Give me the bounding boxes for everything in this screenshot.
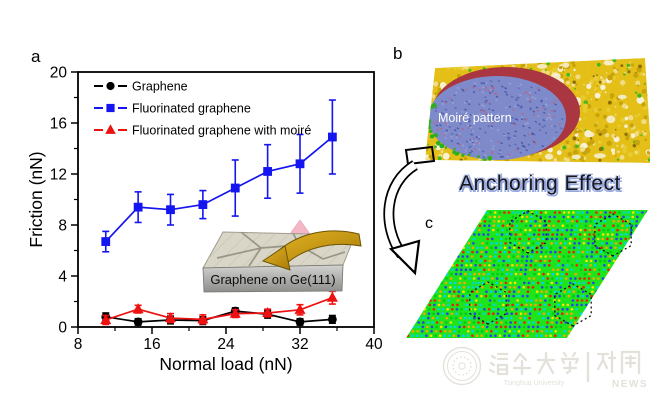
x-axis-title: Normal load (nN) bbox=[159, 354, 292, 374]
afm-surface-render bbox=[425, 58, 650, 163]
sweep-arrow-icon bbox=[261, 230, 362, 271]
legend-entry: Graphene bbox=[94, 80, 188, 94]
legend-entry: Fluorinated graphene with moiré bbox=[94, 124, 311, 138]
zoom-region-marker bbox=[404, 145, 436, 166]
svg-text:Fluorinated graphene: Fluorinated graphene bbox=[132, 102, 251, 116]
svg-text:20: 20 bbox=[50, 65, 68, 82]
tsinghua-en-label: Tsinghua University bbox=[504, 380, 565, 387]
curved-pointer-arrow-icon bbox=[383, 160, 421, 276]
svg-text:0: 0 bbox=[58, 320, 67, 337]
afm-3d-image: Moiré pattern bbox=[404, 58, 650, 166]
svg-text:32: 32 bbox=[291, 336, 308, 353]
y-axis-title: Friction (nN) bbox=[26, 151, 46, 247]
anchoring-effect-text: Anchoring Effect bbox=[459, 172, 621, 195]
svg-text:16: 16 bbox=[143, 336, 160, 353]
series-square bbox=[101, 99, 337, 253]
svg-text:8: 8 bbox=[74, 336, 83, 353]
panel-c-label: c bbox=[425, 215, 433, 232]
atomic-lattice bbox=[406, 210, 648, 338]
news-cn-wordmark bbox=[596, 350, 641, 375]
moire-lattice-image bbox=[406, 210, 648, 338]
panel-b-label: b bbox=[393, 44, 403, 63]
svg-text:12: 12 bbox=[50, 167, 67, 184]
slab-front-face bbox=[202, 264, 344, 293]
tsinghua-news-watermark: Tsinghua University NEWS bbox=[442, 346, 648, 390]
friction-vs-load-chart: 8 16 24 32 40 0 4 8 12 16 20 Normal load (nN) Fricti… bbox=[26, 65, 383, 375]
svg-text:8: 8 bbox=[58, 218, 67, 235]
svg-text:Graphene: Graphene bbox=[132, 80, 188, 94]
panel-a-label: a bbox=[31, 47, 41, 66]
inset-caption: Graphene on Ge(111) bbox=[210, 272, 335, 287]
moire-hexagon-outlines bbox=[469, 210, 632, 327]
svg-text:16: 16 bbox=[50, 116, 67, 133]
series-triangle bbox=[100, 290, 338, 326]
moire-pattern-caption: Moiré pattern bbox=[438, 111, 512, 125]
svg-text:40: 40 bbox=[365, 336, 383, 353]
svg-text:4: 4 bbox=[58, 269, 67, 286]
svg-text:24: 24 bbox=[217, 336, 235, 353]
tsinghua-cn-wordmark bbox=[488, 351, 580, 376]
svg-text:Fluorinated graphene with moir: Fluorinated graphene with moiré bbox=[132, 124, 311, 138]
news-en-label: NEWS bbox=[612, 379, 648, 390]
graphene-on-ge-inset-image: Graphene on Ge(111) bbox=[202, 219, 362, 293]
tsinghua-seal-icon bbox=[442, 346, 482, 386]
legend-entry: Fluorinated graphene bbox=[94, 102, 251, 116]
